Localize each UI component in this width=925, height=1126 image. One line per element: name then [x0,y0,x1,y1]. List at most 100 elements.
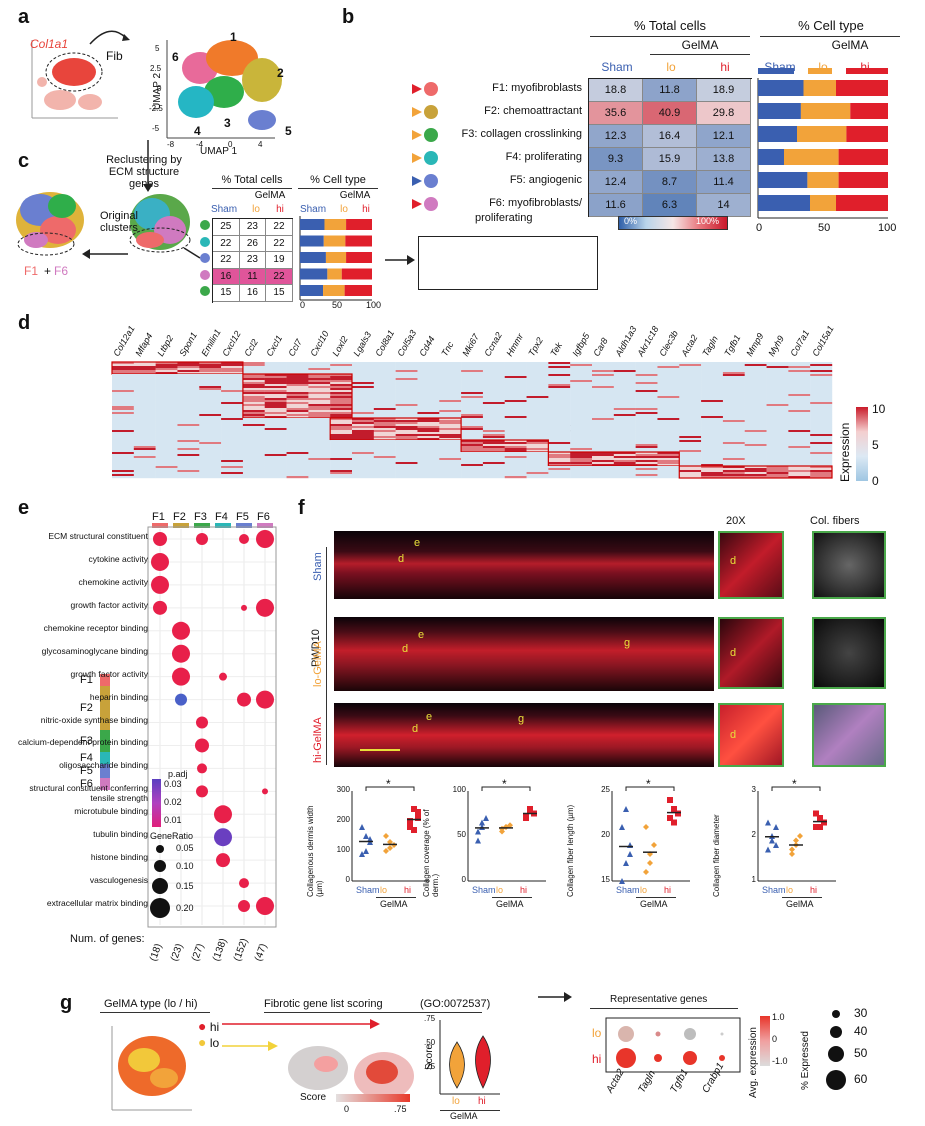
heat-cell [788,450,811,453]
heat-cell [242,366,265,369]
heat-cell [657,434,680,437]
heat-cell [657,372,680,375]
heat-cell [439,398,462,401]
data-point [619,878,625,884]
heat-cell [548,442,571,445]
heat-cell [635,376,658,379]
heat-cell [657,410,680,413]
heat-cell [592,440,615,443]
heat-cell [592,408,615,411]
fib-label: Fib [106,49,123,63]
heat-cell [308,388,331,391]
d-gene-label: Loxl2 [329,334,350,358]
heat-cell [286,466,309,469]
heat-cell [308,406,331,409]
heat-cell [570,378,593,381]
heat-cell [744,428,767,431]
heat-cell [199,460,222,463]
enrichment-dot [262,788,268,795]
heat-cell [810,450,833,453]
heat-cell [504,422,527,425]
cluster-dot-icon [424,197,438,211]
data-point [651,842,657,848]
heat-cell [679,468,702,471]
heat-cell [264,446,287,449]
enrichment-dot [197,763,207,774]
total-cell: 8.7 [643,171,697,194]
e-col-colorbar [215,523,231,528]
heat-cell [810,430,833,433]
cluster-1: 1 [230,30,237,44]
heat-cell [635,460,658,463]
heat-cell [417,380,440,383]
heat-cell [286,418,309,421]
x-tick: 0 [228,140,233,149]
c-bar-segment [300,235,324,247]
e-term-label: nitric-oxide synthase binding [40,714,148,725]
heat-cell [526,398,549,401]
heat-cell [373,380,396,383]
heat-cell [352,420,375,423]
heat-cell [352,382,375,385]
heat-cell [177,394,200,397]
heat-cell [133,440,156,443]
region-d: d [398,553,405,565]
heat-cell [570,450,593,453]
heat-cell [722,392,745,395]
heat-cell [264,436,287,439]
heat-cell [766,444,789,447]
heat-cell [133,454,156,457]
heat-cell [155,430,178,433]
heat-cell [286,442,309,445]
heat-cell [439,442,462,445]
region-d: d [730,729,737,741]
heat-cell [788,428,811,431]
heat-cell [373,400,396,403]
bar-segment [850,103,888,119]
heat-cell [722,370,745,373]
c-total-cell: 26 [239,235,267,252]
heat-cell [592,382,615,385]
heat-cell [177,476,200,479]
heat-cell [330,460,353,463]
heat-cell [395,458,418,461]
heat-cell [766,452,789,455]
row-label-lo: lo-GelMA [312,641,324,687]
heat-cell [199,462,222,465]
data-point [797,833,803,839]
heat-cell [592,454,615,457]
heat-cell [722,394,745,397]
heat-cell [504,440,527,443]
heat-cell [679,374,702,377]
heat-cell [635,388,658,391]
heat-cell [504,472,527,475]
heat-cell [722,440,745,443]
heat-cell [657,414,680,417]
heat-cell [308,454,331,457]
heat-cell [548,450,571,453]
heat-cell [112,404,135,407]
heat-cell [526,386,549,389]
heat-cell [701,382,724,385]
heat-cell [570,364,593,367]
c-total-cell: 23 [239,219,267,236]
heat-cell [548,456,571,459]
heat-cell [417,416,440,419]
heat-cell [526,476,549,479]
heat-cell [570,430,593,433]
heat-cell [679,422,702,425]
cell-type-header: % Cell type [798,18,864,33]
heat-cell [155,458,178,461]
heat-cell [548,468,571,471]
enrichment-dot [239,878,249,889]
heat-cell [701,462,724,465]
violin-lo-label: lo [452,1096,460,1107]
heat-cell [221,386,244,389]
heat-cell [264,380,287,383]
heat-cell [177,368,200,371]
heat-cell [744,472,767,475]
heat-cell [461,384,484,387]
heat-cell [679,370,702,373]
bar-segment [758,103,801,119]
heat-cell [395,390,418,393]
